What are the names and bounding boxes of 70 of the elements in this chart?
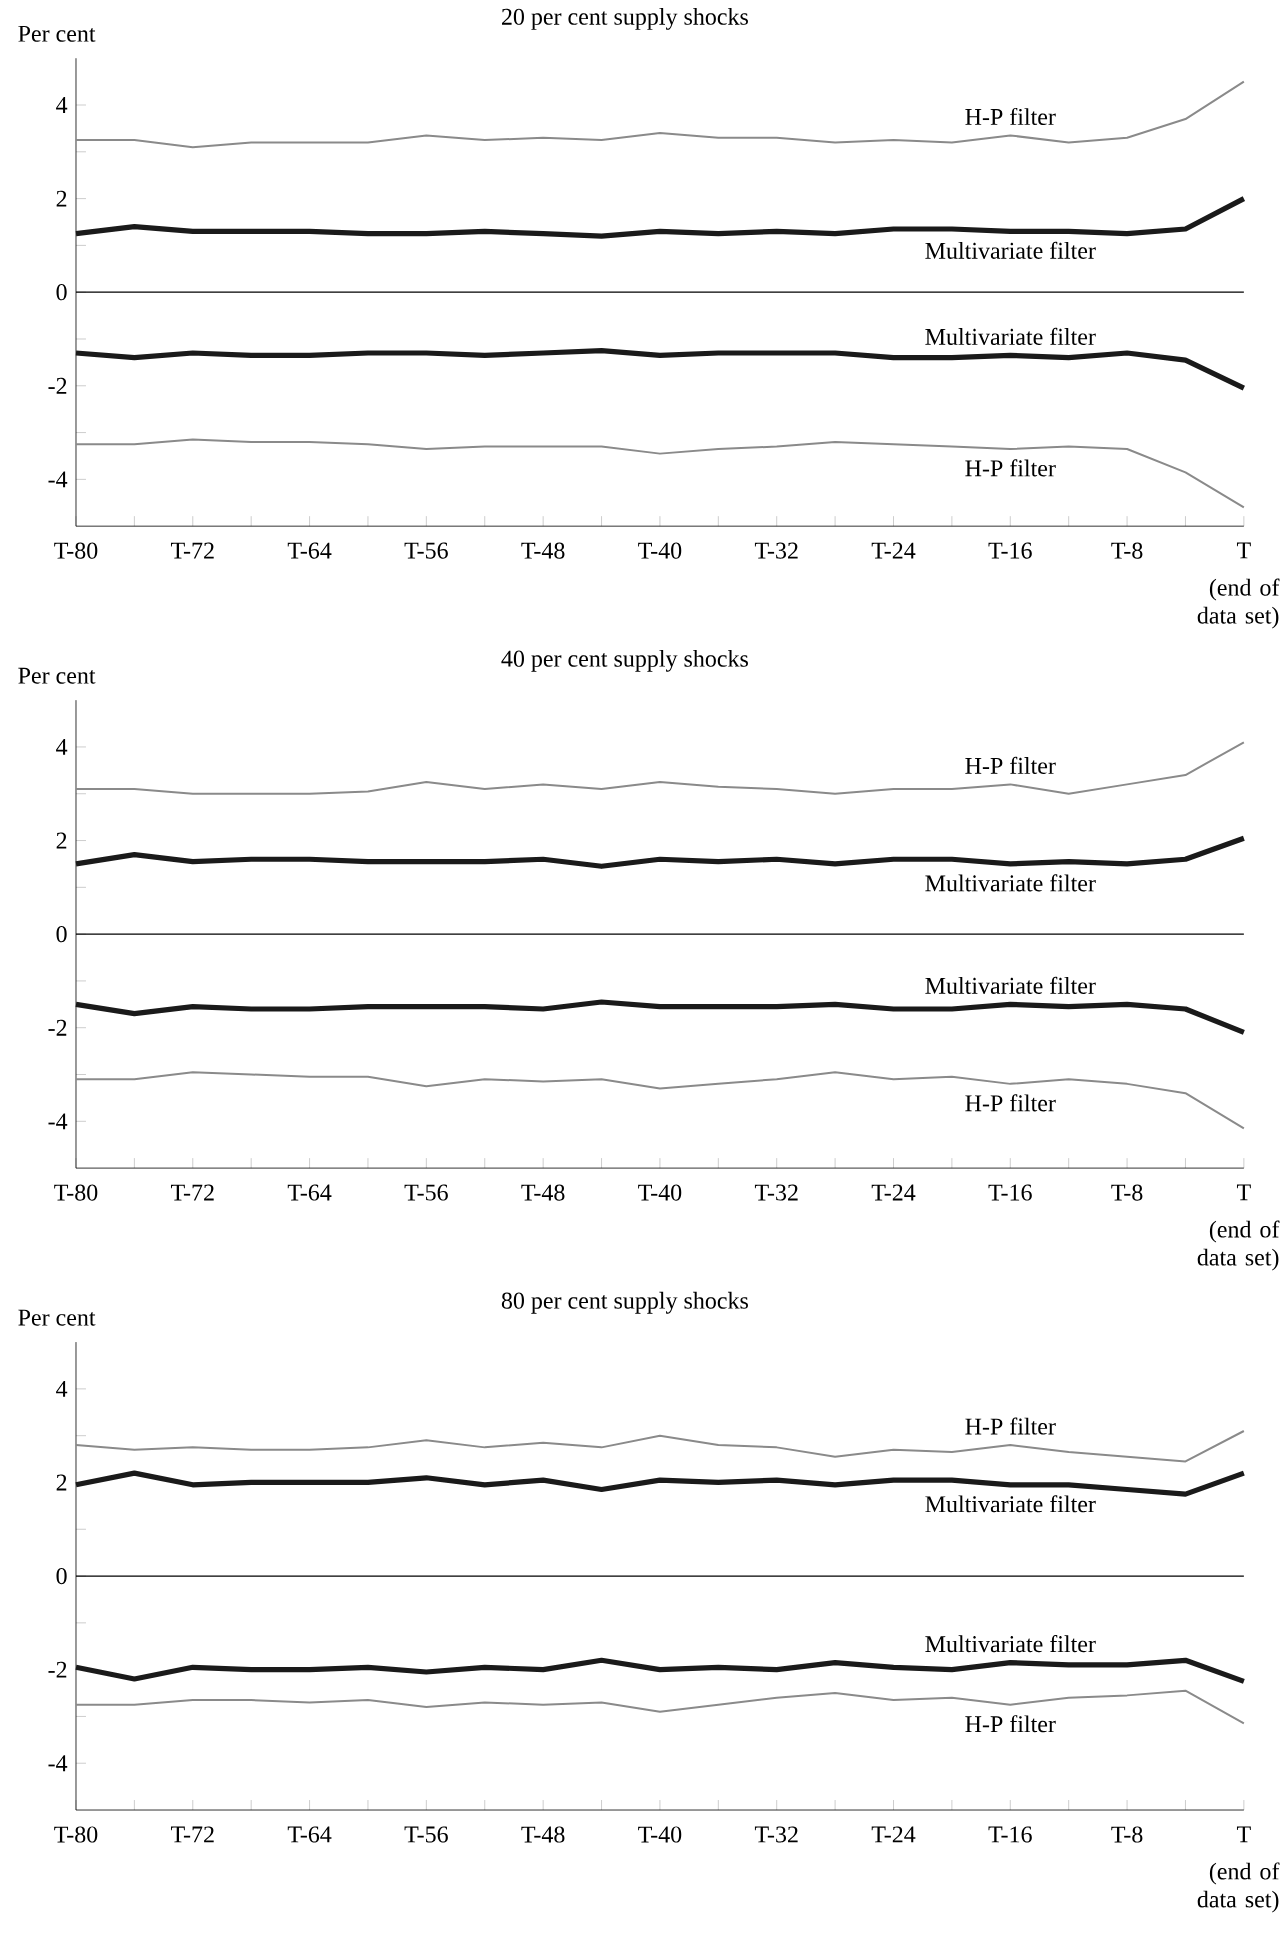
text: (end of data set) [1197,1220,1280,1271]
y-tick-label: -2 [48,1661,67,1678]
y-tick-label: -2 [48,1019,67,1036]
x-tick-label: T-40 [637,1826,682,1843]
y-tick-label: 4 [55,97,68,113]
y-tick-label: 0 [56,926,67,943]
text: (end of data set) [1197,1862,1280,1913]
x-tick-label: T-8 [1111,1826,1143,1843]
x-tick-label: T-8 [1111,542,1143,559]
y-tick-label: -4 [48,471,68,488]
x-tick-label: T-40 [637,1184,682,1201]
x-tick-label: T-48 [521,542,565,559]
series-label: H-P filter [965,1094,1056,1112]
y-tick-label: 0 [56,1567,67,1585]
series-label: H-P filter [965,756,1056,774]
y-tick-label: 4 [55,1380,68,1397]
y-tick-label: -4 [48,1113,68,1130]
series-label: Multivariate filter [925,327,1096,345]
chart-title: 40 per cent supply shocks [501,649,748,672]
x-tick-label: T-56 [404,1184,448,1201]
y-tick-label: 4 [55,739,68,755]
x-tick-label: T [1236,1826,1251,1843]
x-tick-label: T-16 [988,1826,1032,1843]
x-tick-label: T-64 [287,542,332,559]
series-label: Multivariate filter [925,1635,1096,1653]
x-tick-label: T-80 [53,542,98,559]
x-tick-label: T-72 [170,1826,214,1843]
x-tick-label: T [1236,1184,1251,1201]
series-label: H-P filter [965,107,1056,126]
x-tick-label: T-32 [754,1826,798,1843]
x-tick-label: T-64 [287,1184,332,1201]
x-tick-label: T-32 [754,542,798,559]
y-axis-title: Per cent [18,25,96,42]
y-axis-title: Per cent [18,1309,96,1326]
x-tick-label: T-56 [404,542,448,559]
series-label: Multivariate filter [925,976,1096,994]
x-tick-label: T-32 [754,1184,798,1201]
y-axis-title: Per cent [18,667,96,684]
y-tick-label: -4 [48,1755,68,1772]
chart-title: 20 per cent supply shocks [501,7,748,30]
x-tick-label: T [1236,542,1251,559]
x-tick-label: T-24 [871,1184,916,1201]
series-label: H-P filter [965,459,1056,477]
x-tick-label: T-72 [170,542,214,559]
x-tick-label: T-48 [521,1826,565,1843]
x-tick-label: T-16 [988,1184,1032,1201]
x-tick-label: T-24 [871,1826,916,1843]
x-tick-label: T-56 [404,1826,448,1843]
x-tick-label: T-80 [53,1184,98,1201]
y-tick-label: -2 [48,377,67,394]
series-label: H-P filter [965,1715,1056,1733]
x-tick-label: T-40 [637,542,682,559]
series-label: Multivariate filter [925,874,1096,892]
chart-title: 80 per cent supply shocks [501,1291,748,1314]
x-tick-label: T-48 [521,1184,565,1201]
y-tick-label: 2 [56,1474,67,1491]
y-tick-label: 0 [56,284,67,301]
x-tick-label: T-64 [287,1826,332,1843]
x-tick-label: T-80 [53,1826,98,1843]
x-tick-label: T-16 [988,542,1032,559]
x-tick-label: T-72 [170,1184,214,1201]
line-series [74,1071,1245,1130]
series-label: Multivariate filter [925,1495,1096,1513]
y-tick-label: 2 [56,190,67,207]
series-label: H-P filter [965,1417,1056,1435]
series-label: Multivariate filter [925,241,1096,259]
y-tick-label: 2 [56,832,67,849]
x-tick-label: T-8 [1111,1184,1143,1201]
text: (end of data set) [1197,578,1280,629]
x-tick-label: T-24 [871,542,916,559]
